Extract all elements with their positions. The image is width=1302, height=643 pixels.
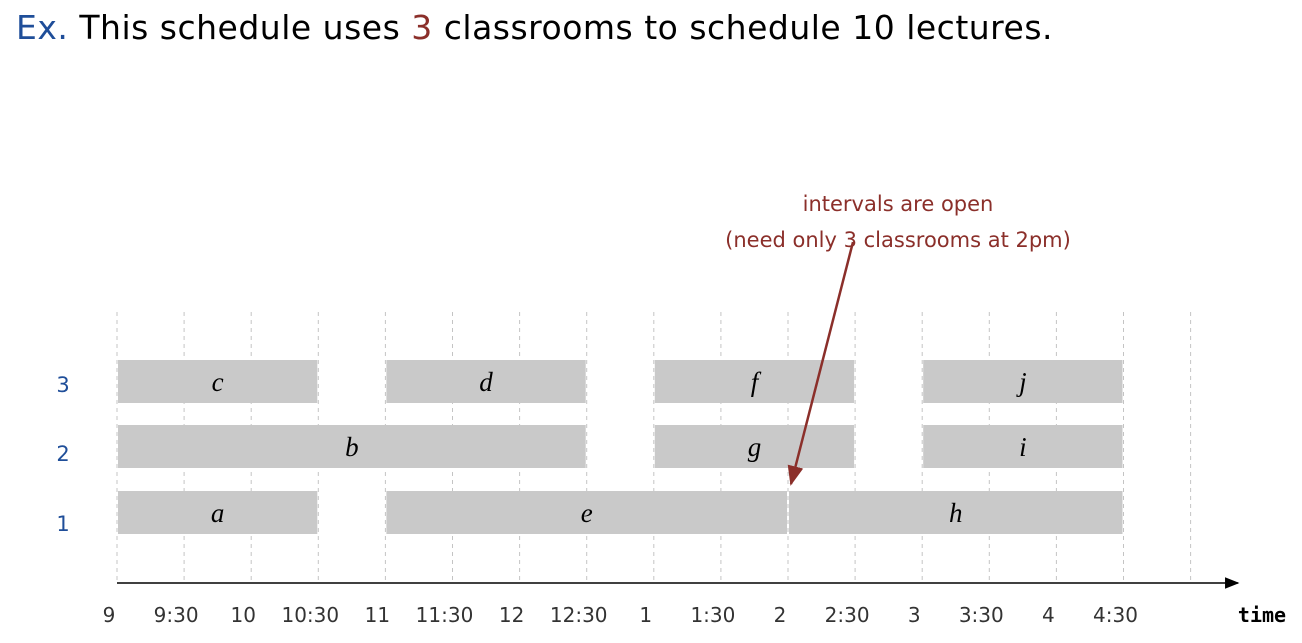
time-tick-label: 4 (1042, 603, 1055, 627)
lecture-bar-j (923, 360, 1123, 403)
slide-heading: Ex. This schedule uses 3 classrooms to s… (16, 8, 1053, 47)
room-label-1: 1 (56, 512, 69, 536)
time-tick-label: 1:30 (690, 603, 735, 627)
room-label-2: 2 (56, 442, 69, 466)
time-tick-label: 12:30 (550, 603, 608, 627)
time-tick-label: 9:30 (154, 603, 199, 627)
lecture-bars: a e h b g i c d f j (118, 360, 1123, 534)
annotation-arrow (787, 241, 855, 486)
lecture-bar-b (118, 425, 586, 468)
lecture-label-h: h (949, 498, 963, 528)
lecture-bar-h (789, 491, 1123, 534)
time-axis: time (117, 577, 1286, 627)
lecture-bar-e (386, 491, 787, 534)
time-tick-label: 11 (365, 603, 390, 627)
lecture-label-e: e (581, 498, 593, 528)
heading-text-part2: classrooms to schedule 10 lectures. (432, 8, 1053, 47)
gridlines (116, 312, 1192, 583)
time-tick-label: 2:30 (825, 603, 870, 627)
annotation-line2: (need only 3 classrooms at 2pm) (725, 228, 1071, 252)
open-intervals-annotation: intervals are open (need only 3 classroo… (698, 186, 1098, 258)
lecture-label-b: b (345, 432, 359, 462)
time-tick-labels: 9 9:30 10 10:30 11 11:30 12 12:30 1 1:30 2 2:30 3 3:3… (103, 603, 1138, 627)
heading-text-part1: This schedule uses (68, 8, 412, 47)
lecture-bar-i (923, 425, 1123, 468)
time-tick-label: 4:30 (1093, 603, 1138, 627)
lecture-label-d: d (479, 367, 493, 397)
time-tick-label: 1 (639, 603, 652, 627)
lecture-label-i: i (1019, 432, 1027, 462)
lecture-label-j: j (1016, 367, 1027, 397)
lecture-label-g: g (748, 432, 762, 462)
lecture-bar-g (654, 425, 855, 468)
annotation-line1: intervals are open (802, 192, 994, 216)
time-tick-label: 12 (499, 603, 524, 627)
lecture-bar-a (118, 491, 318, 534)
time-tick-label: 2 (774, 603, 787, 627)
classroom-count: 3 (411, 8, 433, 47)
room-labels: 1 2 3 (56, 373, 69, 536)
time-tick-label: 10 (230, 603, 255, 627)
lecture-label-c: c (212, 367, 224, 397)
lecture-bar-c (118, 360, 318, 403)
time-tick-label: 11:30 (416, 603, 474, 627)
lecture-label-a: a (211, 498, 225, 528)
lecture-bar-d (386, 360, 586, 403)
room-label-3: 3 (56, 373, 69, 397)
time-tick-label: 3 (908, 603, 921, 627)
time-tick-label: 9 (103, 603, 116, 627)
example-prefix: Ex. (16, 8, 69, 47)
time-tick-label: 10:30 (281, 603, 339, 627)
time-tick-label: 3:30 (959, 603, 1004, 627)
lecture-label-f: f (751, 367, 762, 397)
time-axis-label: time (1238, 603, 1286, 627)
